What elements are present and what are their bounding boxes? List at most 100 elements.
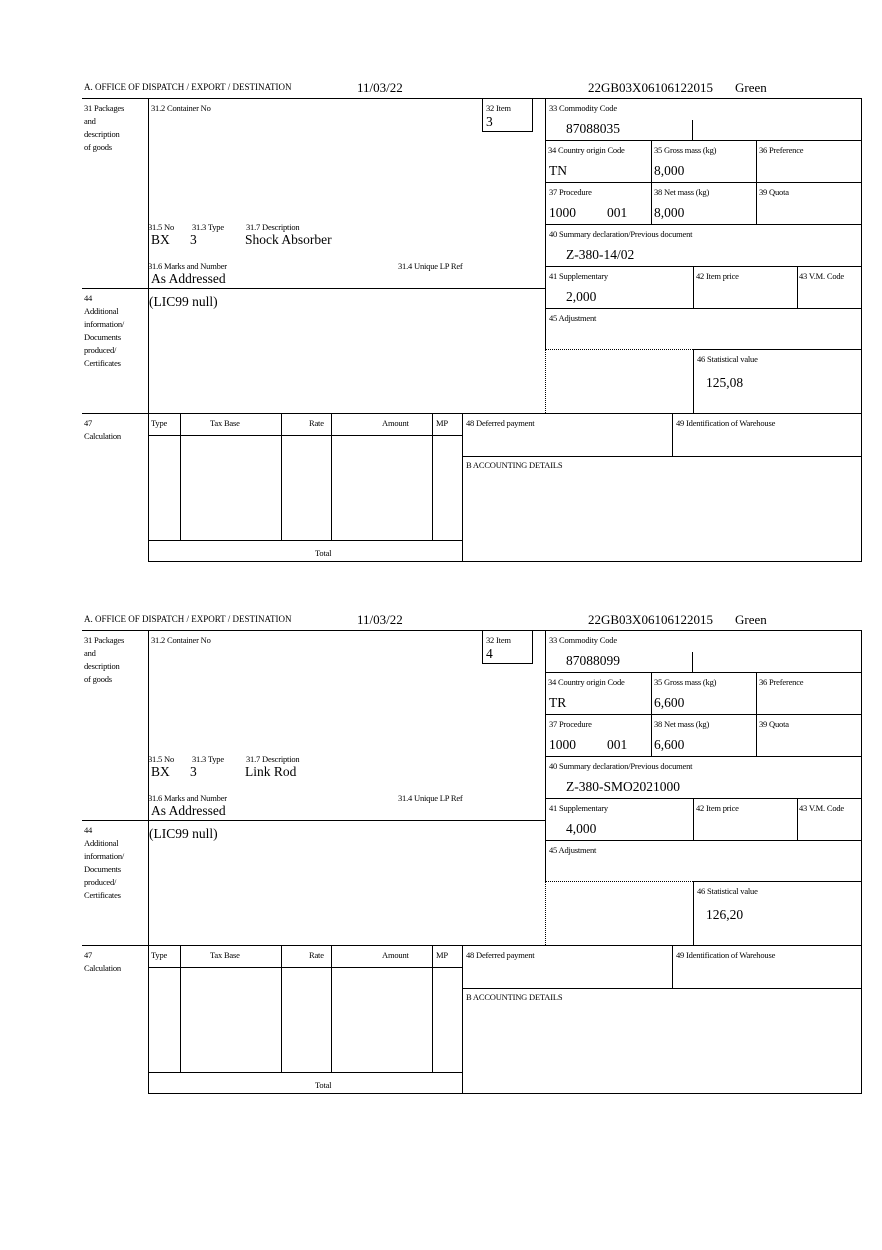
date: 11/03/22 <box>357 80 403 95</box>
rule <box>693 349 862 351</box>
adjustment-label: 45 Adjustment <box>549 845 597 855</box>
rule <box>82 288 545 290</box>
procedure-code: 1000 <box>549 205 576 220</box>
form-top-border <box>82 98 862 100</box>
accounting-details-label: B ACCOUNTING DETAILS <box>466 460 563 470</box>
item-price-label: 42 Item price <box>696 271 739 281</box>
calc-column-header: Amount <box>382 418 409 428</box>
rule <box>545 714 862 716</box>
additional-info-label: 44 <box>84 825 93 835</box>
package-count: 3 <box>190 764 197 779</box>
warehouse-id-label: 49 Identification of Warehouse <box>676 950 776 960</box>
rule <box>692 120 694 140</box>
calc-column-header: Amount <box>382 950 409 960</box>
calc-column-header: Rate <box>309 950 324 960</box>
unique-ref-label: 31.4 Unique LP Ref <box>398 261 463 271</box>
calculation-label: Calculation <box>84 431 121 441</box>
summary-declaration-label: 40 Summary declaration/Previous document <box>549 229 693 239</box>
packages-label: 31 Packages <box>84 103 125 113</box>
rule <box>532 98 534 132</box>
rule <box>148 435 462 437</box>
rule <box>545 224 862 226</box>
rule <box>651 672 653 756</box>
rule <box>545 266 862 268</box>
rule <box>462 988 862 990</box>
warehouse-id-label: 49 Identification of Warehouse <box>676 418 776 428</box>
summary-declaration-label: 40 Summary declaration/Previous document <box>549 761 693 771</box>
calculation-label: 47 <box>84 950 93 960</box>
form-top-border <box>82 630 862 632</box>
form-right-border <box>861 630 863 1094</box>
additional-info-value: (LIC99 null) <box>149 826 218 841</box>
rule <box>462 456 862 458</box>
package-type-label: 31.3 Type <box>192 222 224 232</box>
reference-number: 22GB03X06106122015 <box>588 612 713 627</box>
vm-code-label: 43 V.M. Code <box>799 803 844 813</box>
additional-info-label: information/ <box>84 851 125 861</box>
rule <box>281 945 283 1072</box>
rule <box>432 413 434 540</box>
package-no-label: 31.5 No <box>148 754 174 764</box>
container-no-label: 31.2 Container No <box>151 103 211 113</box>
description-label: 31.7 Description <box>246 222 300 232</box>
additional-info-label: Documents <box>84 864 121 874</box>
dotted-rule <box>545 881 693 882</box>
container-no-label: 31.2 Container No <box>151 635 211 645</box>
previous-document: Z-380-14/02 <box>566 247 635 262</box>
rule <box>482 98 484 132</box>
rule <box>545 182 862 184</box>
packages-label: and <box>84 116 96 126</box>
accounting-details-label: B ACCOUNTING DETAILS <box>466 992 563 1002</box>
commodity-code: 87088099 <box>566 653 620 668</box>
deferred-payment-label: 48 Deferred payment <box>466 950 535 960</box>
marks-value: As Addressed <box>151 803 226 818</box>
rule <box>180 945 182 1072</box>
packages-label: 31 Packages <box>84 635 125 645</box>
rule <box>672 945 674 988</box>
goods-description: Link Rod <box>245 764 297 779</box>
commodity-code-label: 33 Commodity Code <box>549 103 617 113</box>
procedure-label: 37 Procedure <box>549 187 592 197</box>
package-kind: BX <box>151 764 170 779</box>
additional-info-label: information/ <box>84 319 125 329</box>
form-left-border <box>148 98 150 562</box>
rule <box>281 413 283 540</box>
rule <box>651 140 653 224</box>
supplementary-label: 41 Supplementary <box>549 271 608 281</box>
statistical-value: 125,08 <box>706 375 744 390</box>
country-origin-label: 34 Country origin Code <box>548 677 625 687</box>
calc-column-header: MP <box>436 418 448 428</box>
rule <box>180 413 182 540</box>
gross-mass-label: 35 Gross mass (kg) <box>654 677 717 687</box>
additional-info-label: Additional <box>84 838 119 848</box>
declaration-item-block: A. OFFICE OF DISPATCH / EXPORT / DESTINA… <box>0 0 882 563</box>
country-origin: TR <box>549 695 567 710</box>
office-label: A. OFFICE OF DISPATCH / EXPORT / DESTINA… <box>84 82 292 92</box>
rule <box>532 630 534 664</box>
procedure-extra: 001 <box>607 205 628 220</box>
additional-info-label: Certificates <box>84 358 121 368</box>
package-no-label: 31.5 No <box>148 222 174 232</box>
rule <box>693 266 695 308</box>
calc-column-header: Tax Base <box>210 418 240 428</box>
rule <box>82 413 862 415</box>
declaration-item-block: A. OFFICE OF DISPATCH / EXPORT / DESTINA… <box>0 532 882 1095</box>
net-mass: 8,000 <box>654 205 685 220</box>
rule <box>148 1072 462 1074</box>
package-kind: BX <box>151 232 170 247</box>
adjustment-label: 45 Adjustment <box>549 313 597 323</box>
supplementary-units: 4,000 <box>566 821 597 836</box>
description-label: 31.7 Description <box>246 754 300 764</box>
quota-label: 39 Quota <box>759 719 789 729</box>
form-bottom-border <box>148 1093 862 1095</box>
additional-info-label: 44 <box>84 293 93 303</box>
rule <box>756 140 758 224</box>
route-status: Green <box>735 612 767 627</box>
rule <box>462 413 464 562</box>
packages-label: of goods <box>84 674 112 684</box>
packages-label: description <box>84 129 120 139</box>
rule <box>797 798 799 840</box>
goods-description: Shock Absorber <box>245 232 332 247</box>
rule <box>462 945 464 1094</box>
supplementary-units: 2,000 <box>566 289 597 304</box>
